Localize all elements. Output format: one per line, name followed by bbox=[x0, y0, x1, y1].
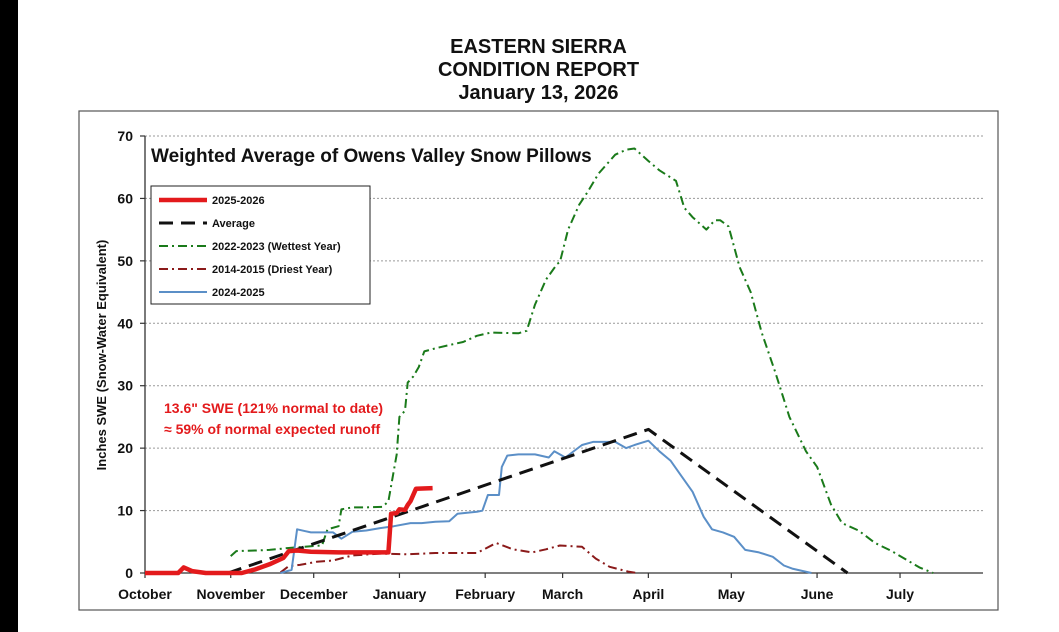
series-line-driest bbox=[279, 542, 638, 574]
y-tick-label: 60 bbox=[117, 190, 133, 206]
series-lines bbox=[145, 147, 934, 576]
series-line-wettest bbox=[230, 147, 934, 574]
report-title-type: CONDITION REPORT bbox=[437, 59, 640, 81]
x-tick-label: July bbox=[886, 586, 914, 602]
series-line-current bbox=[145, 485, 433, 576]
legend-label-previous: 2024-2025 bbox=[212, 287, 265, 299]
y-tick-label: 0 bbox=[125, 565, 133, 581]
report-sheet: EASTERN SIERRA CONDITION REPORT January … bbox=[18, 0, 1059, 632]
report-date: January 13, 2026 bbox=[458, 82, 619, 104]
x-tick-label: April bbox=[632, 586, 664, 602]
report-title-region: EASTERN SIERRA bbox=[450, 36, 627, 58]
y-tick-label: 10 bbox=[117, 503, 133, 519]
x-tick-label: October bbox=[118, 586, 172, 602]
legend: 2025-2026 Average 2022-2023 (Wettest Year)… bbox=[150, 185, 371, 305]
x-tick-label: February bbox=[455, 586, 515, 602]
x-tick-label: November bbox=[197, 586, 266, 602]
legend-label-wettest: 2022-2023 (Wettest Year) bbox=[212, 241, 341, 253]
x-tick-label: March bbox=[542, 586, 583, 602]
chart-title: Weighted Average of Owens Valley Snow Pi… bbox=[151, 146, 592, 167]
x-tick-label: May bbox=[718, 586, 745, 602]
series-line-average bbox=[227, 427, 849, 575]
legend-label-driest: 2014-2015 (Driest Year) bbox=[212, 264, 333, 276]
series-line-previous bbox=[280, 439, 812, 574]
x-tick-labels: October November December January February Ma… bbox=[118, 573, 914, 602]
x-tick-label: June bbox=[801, 586, 834, 602]
axes bbox=[144, 136, 983, 574]
y-tick-label: 20 bbox=[117, 440, 133, 456]
y-axis-label: Inches SWE (Snow-Water Equivalent) bbox=[94, 240, 109, 471]
snowpack-chart: 0 10 20 30 40 50 60 70 October November December J… bbox=[78, 110, 999, 611]
y-tick-label: 30 bbox=[117, 378, 133, 394]
y-tick-labels: 0 10 20 30 40 50 60 70 bbox=[117, 128, 145, 581]
plot-frame bbox=[78, 110, 999, 611]
annotation-swe: 13.6" SWE (121% normal to date) bbox=[164, 400, 383, 416]
x-tick-label: January bbox=[373, 586, 427, 602]
y-tick-label: 70 bbox=[117, 128, 133, 144]
y-tick-label: 50 bbox=[117, 253, 133, 269]
report-header: EASTERN SIERRA CONDITION REPORT January … bbox=[18, 36, 1059, 105]
legend-box bbox=[150, 185, 371, 305]
x-tick-label: December bbox=[280, 586, 348, 602]
legend-label-average: Average bbox=[212, 218, 255, 230]
legend-label-current: 2025-2026 bbox=[212, 195, 265, 207]
y-tick-label: 40 bbox=[117, 315, 133, 331]
annotation-runoff: ≈ 59% of normal expected runoff bbox=[164, 421, 381, 437]
legend-entries: 2025-2026 Average 2022-2023 (Wettest Year)… bbox=[159, 195, 341, 299]
